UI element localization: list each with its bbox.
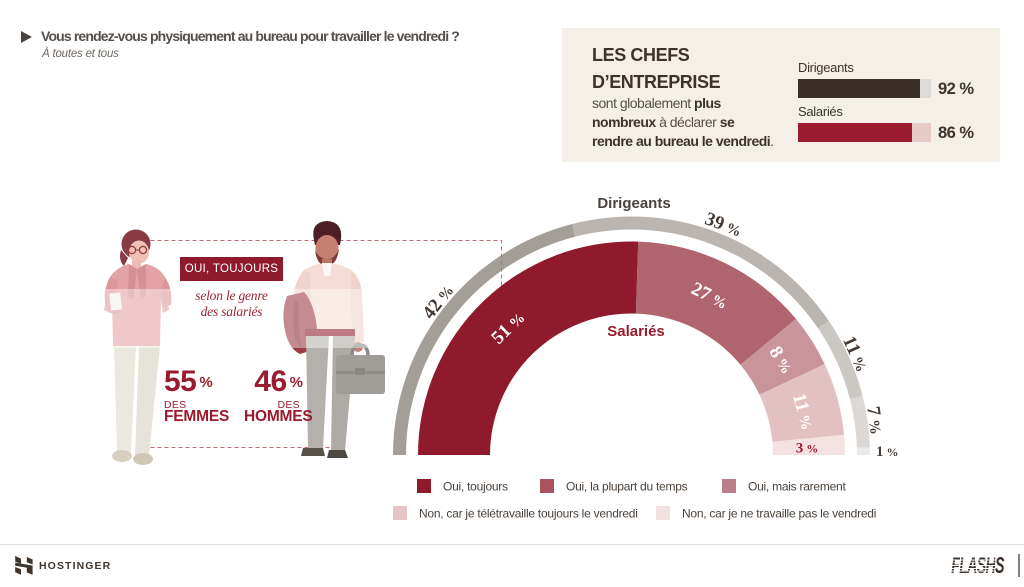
- svg-text:1 %: 1 %: [876, 444, 899, 460]
- svg-text:Salariés: Salariés: [607, 323, 665, 340]
- svg-text:Dirigeants: Dirigeants: [597, 195, 670, 212]
- svg-text:3 %: 3 %: [796, 441, 819, 457]
